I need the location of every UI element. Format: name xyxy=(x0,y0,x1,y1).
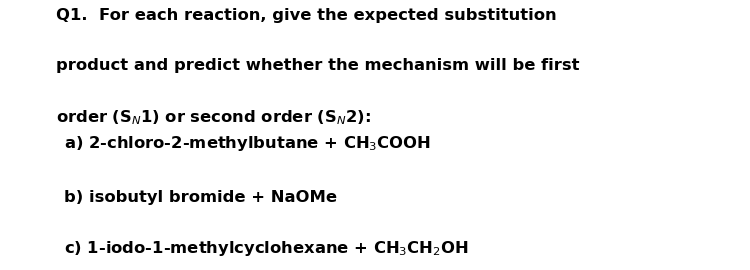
Text: c) 1-iodo-1-methylcyclohexane + CH$_{3}$CH$_{2}$OH: c) 1-iodo-1-methylcyclohexane + CH$_{3}$… xyxy=(64,239,468,258)
Text: product and predict whether the mechanism will be first: product and predict whether the mechanis… xyxy=(56,58,580,73)
Text: a) 2-chloro-2-methylbutane + CH$_{3}$COOH: a) 2-chloro-2-methylbutane + CH$_{3}$COO… xyxy=(64,134,430,153)
Text: order (S$_{N}$1) or second order (S$_{N}$2):: order (S$_{N}$1) or second order (S$_{N}… xyxy=(56,108,371,127)
Text: b) isobutyl bromide + NaOMe: b) isobutyl bromide + NaOMe xyxy=(64,190,337,205)
Text: Q1.  For each reaction, give the expected substitution: Q1. For each reaction, give the expected… xyxy=(56,8,556,23)
